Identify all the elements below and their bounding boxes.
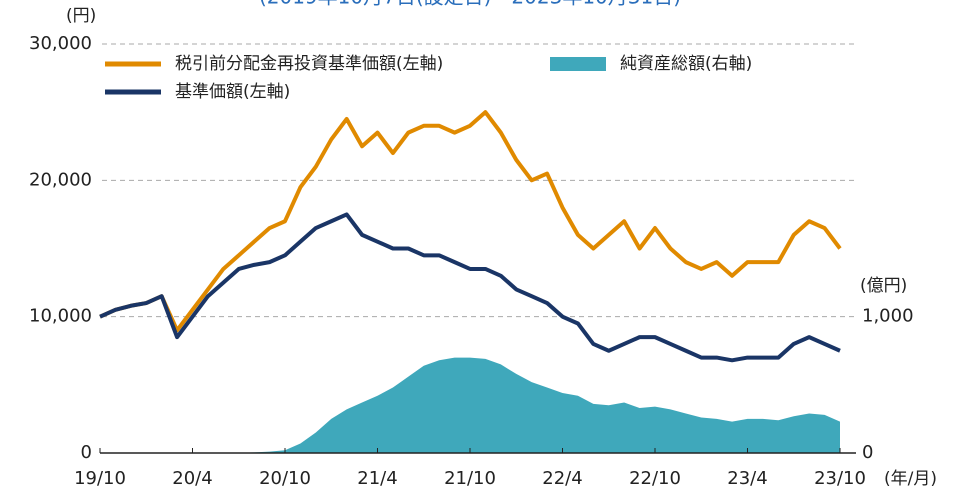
x-tick-label: 23/10	[814, 468, 866, 489]
series-line	[99, 212, 841, 363]
y-tick-label: 30,000	[29, 33, 92, 54]
x-tick-label: 20/10	[259, 468, 311, 489]
y-unit: (円)	[66, 6, 96, 26]
series-area	[100, 357, 840, 453]
y2-tick-label: 1,000	[862, 306, 914, 327]
y2-unit: (億円)	[860, 276, 907, 296]
legend-swatch	[550, 57, 606, 71]
x-tick-label: 21/4	[357, 468, 397, 489]
x-tick-label: 22/10	[629, 468, 681, 489]
y2-tick-label: 0	[862, 442, 873, 463]
legend-label: 基準価額(左軸)	[175, 82, 290, 102]
chart-subtitle: (2019年10月7日(設定日)～2023年10月31日)	[259, 0, 681, 9]
y-tick-label: 20,000	[29, 169, 92, 190]
x-tick-label: 21/10	[444, 468, 496, 489]
x-tick-label: 20/4	[172, 468, 212, 489]
x-tick-label: 23/4	[727, 468, 767, 489]
legend-label: 純資産総額(右軸)	[620, 54, 752, 74]
series-line	[99, 110, 842, 333]
x-unit: (年/月)	[884, 469, 937, 489]
y-tick-label: 10,000	[29, 306, 92, 327]
y-tick-label: 0	[81, 442, 92, 463]
x-tick-label: 22/4	[542, 468, 582, 489]
x-tick-label: 19/10	[74, 468, 126, 489]
legend-label: 税引前分配金再投資基準価額(左軸)	[175, 54, 443, 74]
